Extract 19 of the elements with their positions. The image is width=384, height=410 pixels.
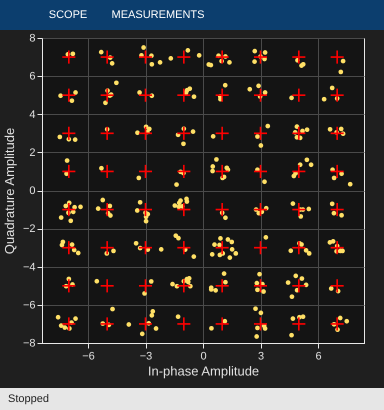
- y-tick-label: 4: [29, 108, 36, 121]
- y-tick-label: −8: [22, 338, 36, 350]
- x-tick-label: −3: [140, 350, 152, 362]
- x-tick-label: 6: [315, 350, 322, 362]
- x-tick-label: 0: [200, 350, 207, 362]
- y-axis-title: Quadrature Amplitude: [2, 128, 17, 254]
- y-tick-label: 0: [29, 185, 36, 197]
- y-tick-label: −6: [22, 299, 36, 312]
- x-axis-title: In-phase Amplitude: [148, 364, 260, 378]
- x-tick-label: 3: [258, 350, 264, 362]
- text: MEASUREMENTS: [112, 9, 204, 21]
- x-tick-label: −6: [82, 350, 95, 362]
- y-tick-label: 2: [29, 146, 36, 159]
- y-tick-label: −4: [22, 261, 36, 274]
- y-tick-label: 6: [29, 70, 36, 83]
- text: Stopped: [8, 393, 49, 405]
- y-tick-label: 8: [29, 32, 36, 44]
- text: SCOPE: [48, 9, 88, 21]
- y-tick-label: −2: [22, 223, 36, 236]
